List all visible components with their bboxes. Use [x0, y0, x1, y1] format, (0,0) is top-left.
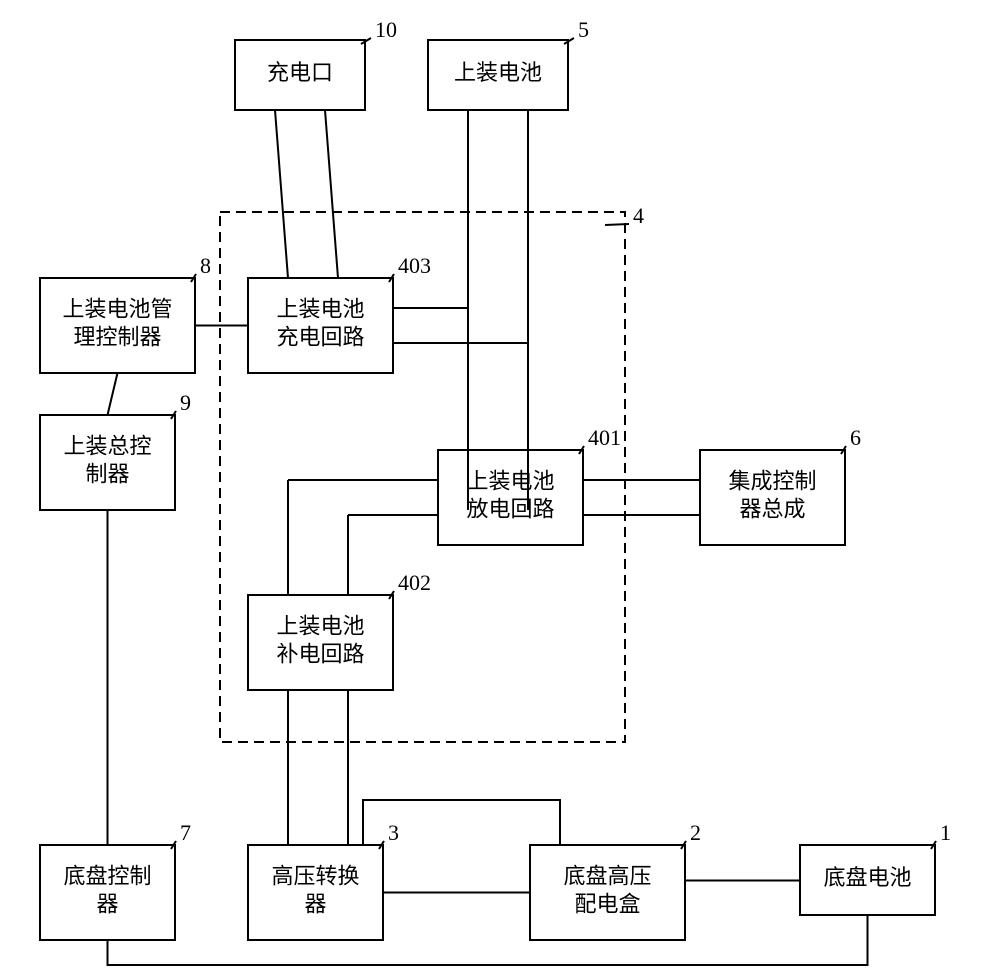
- block-label: 上装电池: [454, 60, 542, 85]
- block-label: 配电盒: [574, 892, 640, 917]
- block-number: 401: [588, 425, 621, 450]
- block-label: 底盘控制: [63, 864, 151, 889]
- block-diagram: 充电口10上装电池5上装电池管理控制器8上装电池充电回路403上装总控制器9上装…: [0, 0, 1000, 977]
- block-label: 充电口: [267, 60, 333, 85]
- block-number: 403: [398, 253, 431, 278]
- block-number: 10: [375, 17, 397, 42]
- block-label: 高压转换: [271, 864, 359, 889]
- block-label: 充电回路: [276, 325, 364, 350]
- block-label: 底盘高压: [563, 864, 651, 889]
- block-number: 7: [180, 820, 191, 845]
- group-number: 4: [633, 203, 644, 228]
- block-label: 上装电池管: [62, 297, 172, 322]
- block-number: 5: [578, 17, 589, 42]
- block-number: 1: [940, 820, 951, 845]
- connector: [275, 110, 288, 278]
- block-label: 上装总控: [63, 434, 151, 459]
- block-number: 3: [388, 820, 399, 845]
- connector: [108, 915, 868, 965]
- block-label: 上装电池: [466, 469, 554, 494]
- block-label: 理控制器: [73, 325, 161, 350]
- block-number: 6: [850, 425, 861, 450]
- connector: [325, 110, 338, 278]
- block-number: 402: [398, 570, 431, 595]
- block-number: 8: [200, 253, 211, 278]
- block-label: 器总成: [739, 497, 805, 522]
- block-label: 器: [96, 892, 118, 917]
- block-label: 集成控制: [728, 469, 816, 494]
- block-number: 9: [180, 390, 191, 415]
- block-label: 器: [304, 892, 326, 917]
- connector: [605, 224, 629, 225]
- connector: [108, 373, 118, 415]
- block-number: 2: [690, 820, 701, 845]
- block-label: 制器: [85, 462, 129, 487]
- block-label: 底盘电池: [823, 865, 911, 890]
- block-label: 补电回路: [276, 642, 364, 667]
- block-label: 上装电池: [276, 297, 364, 322]
- block-label: 上装电池: [276, 614, 364, 639]
- block-label: 放电回路: [466, 497, 554, 522]
